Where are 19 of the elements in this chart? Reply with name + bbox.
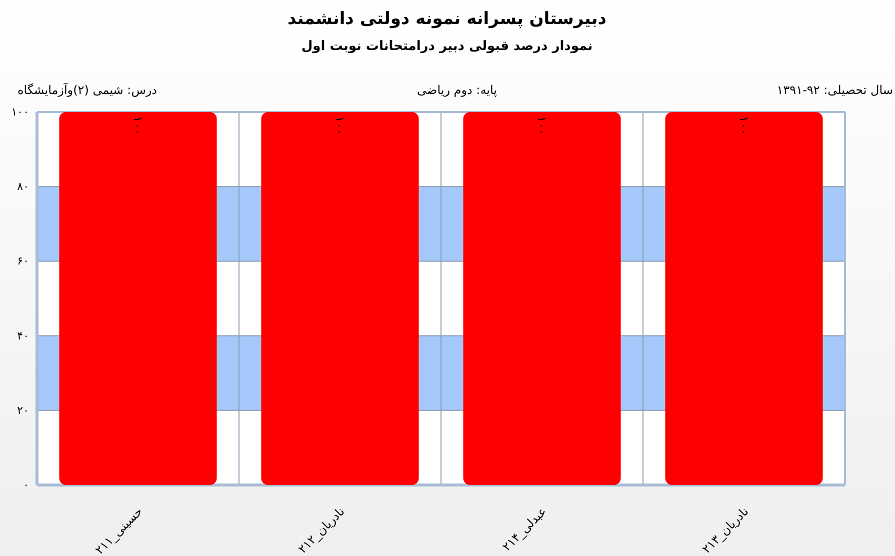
data-label: ۱۰۰ <box>534 116 549 136</box>
text: پایه: دوم ریاضی <box>417 83 497 97</box>
text: سال تحصیلی: ۹۲-۱۳۹۱ <box>776 83 893 97</box>
y-tick-label: ۸۰ <box>17 180 29 194</box>
chart-subtitle: نمودار درصد قبولی دبیر درامتحانات نوبت اول <box>301 39 593 54</box>
y-tick-label: ۱۰۰ <box>11 106 29 119</box>
data-label: ۱۰۰ <box>332 116 347 136</box>
y-tick-label: ۰ <box>23 478 29 492</box>
x-tick-label: عبدلی_۲۱۴ <box>500 504 550 554</box>
y-tick-label: ۴۰ <box>17 329 29 342</box>
data-label: ۱۰۰ <box>130 116 145 136</box>
text: درس: شیمی (۲)وآزمایشگاه <box>17 82 157 97</box>
data-label: ۱۰۰ <box>736 116 751 136</box>
y-tick-label: ۲۰ <box>17 404 29 417</box>
x-tick-label: نادریان_۲۱۲ <box>295 504 348 556</box>
y-tick-label: ۶۰ <box>17 254 29 268</box>
x-tick-label: نادریان_۲۱۳ <box>699 504 752 556</box>
chart-title: دبیرستان پسرانه نمونه دولتی دانشمند <box>288 9 607 29</box>
x-tick-label: حسینی_۲۱۱ <box>92 504 146 556</box>
